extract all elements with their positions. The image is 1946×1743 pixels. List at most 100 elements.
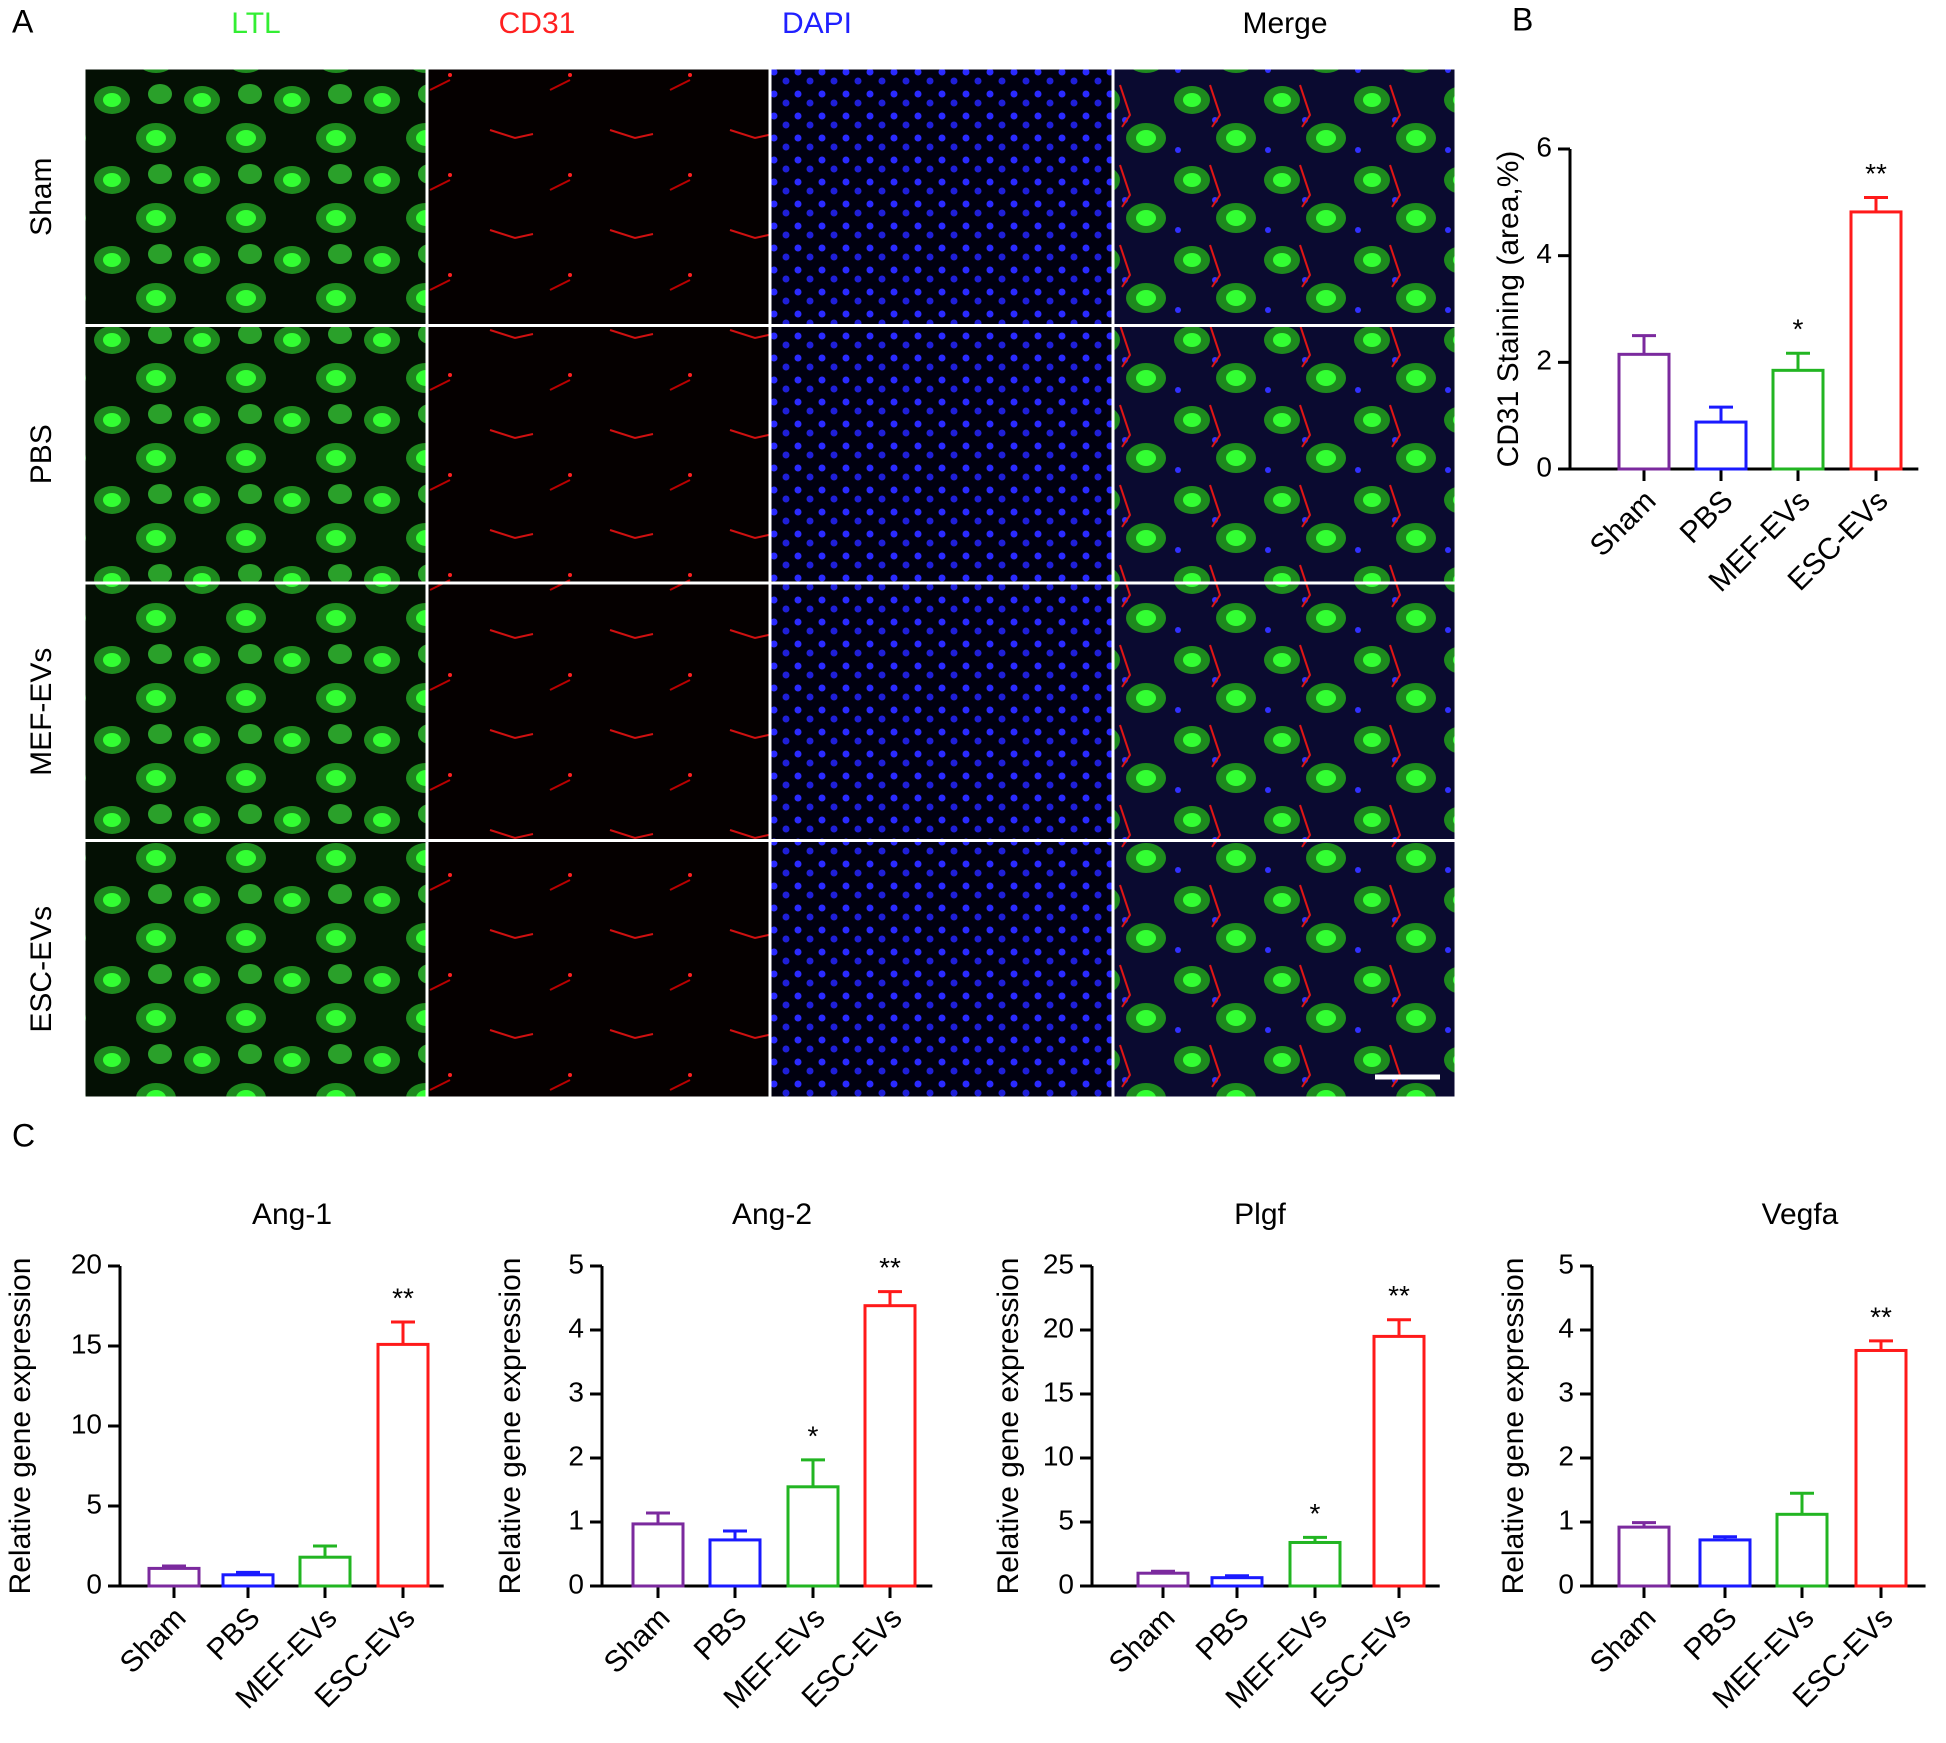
bar	[1775, 1512, 1829, 1588]
micrograph	[771, 584, 1112, 839]
y-tick-label: 2	[1558, 1440, 1574, 1471]
significance: **	[1388, 1280, 1410, 1311]
micrograph	[771, 327, 1112, 582]
panel-label: A	[12, 3, 34, 39]
y-tick-label: 1	[1558, 1504, 1574, 1535]
micrograph	[771, 69, 1112, 324]
micrograph	[428, 584, 769, 839]
significance: **	[1870, 1301, 1892, 1332]
y-tick-label: 5	[86, 1488, 102, 1519]
x-tick-label: PBS	[1674, 484, 1740, 550]
y-tick-label: 0	[1558, 1568, 1574, 1599]
chart-title: Plgf	[1234, 1198, 1286, 1231]
y-tick-label: 0	[1058, 1568, 1074, 1599]
row-label: MEF-EVs	[25, 648, 58, 776]
micrograph	[1114, 327, 1455, 582]
bar	[1698, 1538, 1752, 1588]
y-tick-label: 20	[1043, 1312, 1074, 1343]
y-tick-label: 0	[86, 1568, 102, 1599]
bar	[1372, 1334, 1426, 1588]
y-tick-label: 2	[568, 1440, 584, 1471]
bar	[376, 1342, 430, 1588]
micrograph	[85, 327, 426, 582]
y-tick-label: 15	[1043, 1376, 1074, 1407]
x-tick-label: PBS	[201, 1601, 267, 1667]
x-tick-label: Sham	[114, 1601, 193, 1680]
bar	[1136, 1571, 1190, 1588]
panel-label: C	[12, 1117, 35, 1153]
chart-title: Vegfa	[1762, 1198, 1839, 1231]
chart-title: Ang-1	[252, 1198, 332, 1231]
row-label: Sham	[25, 158, 58, 236]
bar	[708, 1538, 762, 1588]
bar	[863, 1304, 917, 1588]
x-tick-label: PBS	[1678, 1601, 1744, 1667]
column-label: LTL	[231, 7, 280, 40]
y-tick-label: 1	[568, 1504, 584, 1535]
bar	[1617, 352, 1671, 471]
x-tick-label: Sham	[1584, 484, 1663, 563]
y-tick-label: 2	[1536, 345, 1552, 376]
y-tick-label: 0	[1536, 451, 1552, 482]
y-axis-label: CD31 Staining (area,%)	[1492, 151, 1525, 468]
bar	[147, 1566, 201, 1588]
y-tick-label: 5	[1558, 1248, 1574, 1279]
y-tick-label: 4	[1536, 238, 1552, 269]
y-tick-label: 5	[568, 1248, 584, 1279]
y-axis-label: Relative gene expression	[4, 1258, 37, 1595]
y-tick-label: 15	[71, 1328, 102, 1359]
y-tick-label: 10	[1043, 1440, 1074, 1471]
panel-label: B	[1512, 1, 1533, 37]
bar	[786, 1485, 840, 1588]
column-label: CD31	[499, 7, 576, 40]
bar	[1617, 1525, 1671, 1588]
y-tick-label: 25	[1043, 1248, 1074, 1279]
significance: *	[808, 1420, 819, 1451]
x-tick-label: Sham	[598, 1601, 677, 1680]
y-axis-label: Relative gene expression	[992, 1258, 1025, 1595]
micrograph	[1114, 842, 1455, 1097]
significance: **	[392, 1282, 414, 1313]
significance: *	[1310, 1498, 1321, 1529]
row-label: ESC-EVs	[25, 906, 58, 1033]
y-tick-label: 3	[1558, 1376, 1574, 1407]
y-tick-label: 4	[1558, 1312, 1574, 1343]
bar	[221, 1573, 275, 1588]
column-label: Merge	[1242, 7, 1327, 40]
micrograph	[771, 842, 1112, 1097]
chart-title: Ang-2	[732, 1198, 812, 1231]
micrograph-grid	[85, 69, 1455, 1097]
y-tick-label: 6	[1536, 131, 1552, 162]
micrograph	[1114, 584, 1455, 839]
y-axis-label: Relative gene expression	[1497, 1258, 1530, 1595]
bar	[1210, 1576, 1264, 1588]
micrograph	[85, 69, 426, 324]
micrograph	[428, 327, 769, 582]
micrograph	[85, 584, 426, 839]
bar	[1854, 1348, 1908, 1588]
y-tick-label: 5	[1058, 1504, 1074, 1535]
y-tick-label: 0	[568, 1568, 584, 1599]
bar	[298, 1555, 352, 1588]
row-label: PBS	[25, 424, 58, 484]
significance: *	[1793, 314, 1804, 345]
y-tick-label: 4	[568, 1312, 584, 1343]
bar	[631, 1522, 685, 1588]
significance: **	[879, 1252, 901, 1283]
column-label: DAPI	[782, 7, 852, 40]
bar	[1849, 210, 1903, 471]
y-tick-label: 20	[71, 1248, 102, 1279]
x-tick-label: Sham	[1103, 1601, 1182, 1680]
x-tick-label: PBS	[1190, 1601, 1256, 1667]
x-tick-label: Sham	[1584, 1601, 1663, 1680]
micrograph	[1114, 69, 1455, 324]
micrograph	[85, 842, 426, 1097]
x-tick-label: PBS	[688, 1601, 754, 1667]
y-tick-label: 3	[568, 1376, 584, 1407]
micrograph	[428, 842, 769, 1097]
bar	[1694, 420, 1748, 471]
bar	[1288, 1540, 1342, 1588]
bar	[1771, 368, 1825, 471]
y-tick-label: 10	[71, 1408, 102, 1439]
